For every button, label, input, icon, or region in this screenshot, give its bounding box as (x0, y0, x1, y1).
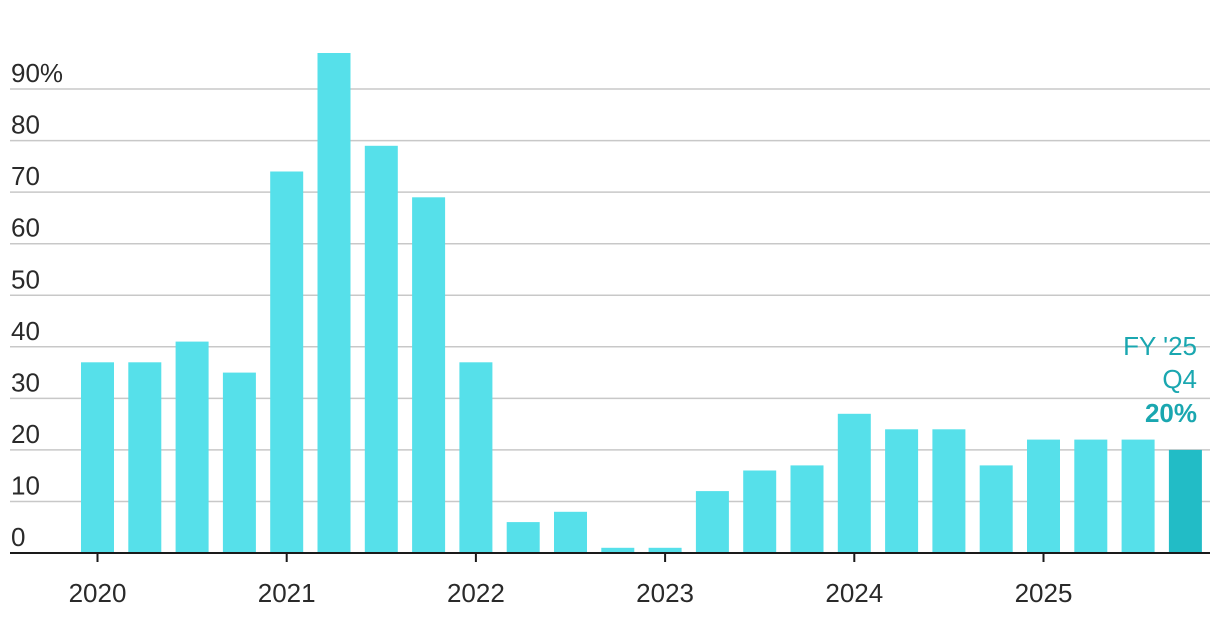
bar: FY '21 Q1: 74 (270, 171, 304, 553)
x-tick-label: 2025 (1015, 578, 1073, 608)
bar: FY '22 Q2: 6 (506, 522, 540, 553)
bar: FY '22 Q1: 37 (459, 362, 493, 553)
bar: FY '25 Q3: 22 (1121, 439, 1155, 553)
bar: FY '20 Q2: 37 (128, 362, 162, 553)
y-tick-label: 20 (11, 419, 40, 449)
y-tick-label: 90% (11, 58, 63, 88)
annotation-value: 20% (1145, 398, 1197, 428)
bar: FY '23 Q3: 16 (743, 470, 777, 553)
bar: FY '24 Q1: 27 (837, 413, 871, 553)
bar: FY '24 Q3: 24 (932, 429, 966, 553)
x-tick-label: 2022 (447, 578, 505, 608)
annotation-period: FY '25 (1123, 331, 1197, 361)
y-tick-label: 0 (11, 522, 25, 552)
x-tick-label: 2024 (825, 578, 883, 608)
y-tick-label: 70 (11, 161, 40, 191)
y-tick-label: 40 (11, 316, 40, 346)
y-tick-label: 80 (11, 110, 40, 140)
bar: FY '25 Q2: 22 (1074, 439, 1108, 553)
last-bar-annotation: FY '25 Q4 20% (1123, 331, 1197, 428)
y-tick-label: 10 (11, 470, 40, 500)
bars: FY '20 Q1: 37 FY '20 Q2: 37 FY '20 Q3: 41 F… (81, 53, 1202, 554)
annotation-quarter: Q4 (1162, 364, 1197, 394)
bar: FY '22 Q3: 8 (554, 511, 587, 553)
bar: FY '20 Q1: 37 (81, 362, 114, 553)
bar: FY '22 Q4: 1 (601, 547, 635, 553)
y-tick-label: 30 (11, 367, 40, 397)
x-tick-label: 2023 (636, 578, 694, 608)
bar: FY '24 Q2: 24 (885, 429, 919, 553)
bar: FY '21 Q3: 79 (364, 145, 398, 554)
x-axis: 2020 2021 2022 2023 2024 2025 (10, 552, 1210, 608)
bar: FY '20 Q3: 41 (175, 341, 209, 553)
bar: FY '20 Q4: 35 (222, 372, 256, 553)
bar: FY '23 Q4: 17 (790, 465, 824, 553)
bar: FY '21 Q4: 69 (412, 197, 446, 554)
bar: FY '23 Q1: 1 (648, 547, 682, 553)
bar: FY '21 Q2: 97 (317, 53, 351, 553)
x-tick-label: 2021 (258, 578, 316, 608)
gridlines (10, 88, 1210, 503)
bar-highlight: FY '25 Q4: 20 (1168, 449, 1202, 553)
y-axis-labels: 0 10 20 30 40 50 60 70 80 90% (11, 58, 63, 552)
bar: FY '23 Q2: 12 (695, 491, 729, 553)
y-tick-label: 50 (11, 264, 40, 294)
bar: FY '25 Q1: 22 (1027, 439, 1060, 553)
y-tick-label: 60 (11, 213, 40, 243)
x-tick-label: 2020 (69, 578, 127, 608)
bar: FY '24 Q4: 17 (979, 465, 1013, 553)
